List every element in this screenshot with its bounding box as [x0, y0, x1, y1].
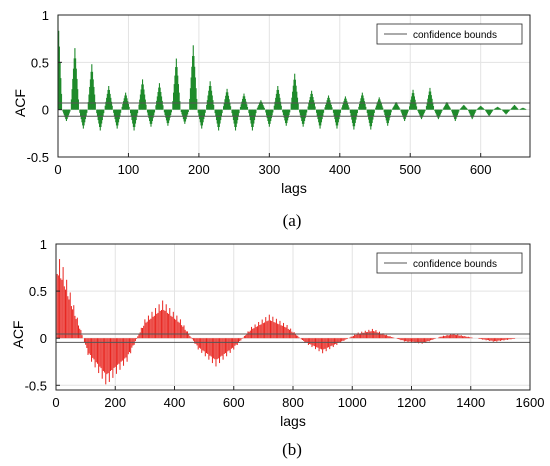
panel-a-x-axis-label: lags [281, 180, 307, 196]
panel-a-y-axis-label: ACF [12, 89, 28, 117]
panel-b-x-axis-label: lags [280, 413, 306, 429]
panel-b-legend-entry: confidence bounds [413, 259, 497, 270]
panel-b-xtick-label: 1400 [456, 395, 485, 410]
panel-a-xtick-label: 0 [54, 162, 61, 177]
panel-b-y-axis-label: ACF [10, 321, 26, 349]
panel-b-ytick-label: 0.5 [29, 284, 47, 299]
panel-a-ytick-label: -0.5 [27, 150, 49, 165]
panel-b-xtick-label: 200 [104, 395, 126, 410]
panel-b-legend-box [376, 252, 523, 274]
panel-a-xtick-label: 400 [329, 162, 351, 177]
panel-a-legend-box [376, 23, 523, 45]
panel-b-xtick-label: 800 [282, 395, 304, 410]
panel-b-ytick-label: 0 [40, 331, 47, 346]
panel-a-legend: confidence bounds [376, 23, 523, 45]
panel-a-acf-chart: 0 100 200 300 400 500 600 -0.5 0 0.5 1 lags ACF confi… [12, 8, 531, 196]
panel-b-ytick-label: -0.5 [25, 378, 47, 393]
panel-b-xtick-label: 0 [52, 395, 59, 410]
panel-b-xtick-label: 400 [164, 395, 186, 410]
panel-b-xtick-label: 1000 [338, 395, 367, 410]
panel-a-ytick-label: 0 [42, 103, 49, 118]
panel-b-xtick-label: 600 [223, 395, 245, 410]
panel-a-xtick-label: 300 [258, 162, 280, 177]
panel-b-legend: confidence bounds [376, 252, 523, 274]
panel-a-xtick-label: 500 [399, 162, 421, 177]
panel-b-xtick-label: 1600 [516, 395, 545, 410]
panel-a-legend-entry: confidence bounds [413, 30, 497, 41]
panel-a-xtick-label: 600 [470, 162, 492, 177]
panel-a-caption: (a) [283, 211, 302, 230]
panel-a-ytick-label: 0.5 [31, 55, 49, 70]
panel-a-ytick-label: 1 [42, 8, 49, 23]
panel-a-xtick-label: 100 [118, 162, 140, 177]
panel-b-ytick-label: 1 [40, 237, 47, 252]
panel-b-acf-chart: 0 200 400 600 800 1000 1200 1400 1600 -0.5 0 0.5 1 la… [10, 237, 544, 429]
panel-b-xtick-label: 1200 [397, 395, 426, 410]
panel-b-bars [55, 253, 516, 385]
panel-a-axes-frame [57, 14, 531, 158]
panel-b-caption: (b) [282, 440, 302, 459]
panel-a-xtick-label: 200 [188, 162, 210, 177]
